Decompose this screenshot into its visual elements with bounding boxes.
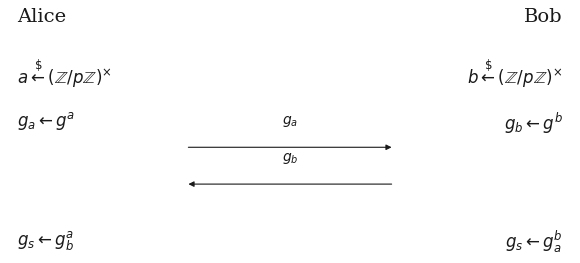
Text: $a \overset{\$}{\leftarrow} (\mathbb{Z}/p\mathbb{Z})^{\times}$: $a \overset{\$}{\leftarrow} (\mathbb{Z}/… bbox=[17, 58, 113, 90]
Text: $g_s \leftarrow g_b^a$: $g_s \leftarrow g_b^a$ bbox=[17, 229, 75, 252]
Text: $g_a \leftarrow g^a$: $g_a \leftarrow g^a$ bbox=[17, 110, 76, 133]
Text: $b \overset{\$}{\leftarrow} (\mathbb{Z}/p\mathbb{Z})^{\times}$: $b \overset{\$}{\leftarrow} (\mathbb{Z}/… bbox=[467, 58, 563, 90]
Text: Alice: Alice bbox=[17, 8, 67, 26]
Text: $g_s \leftarrow g_a^b$: $g_s \leftarrow g_a^b$ bbox=[505, 229, 563, 255]
Text: $g_a$: $g_a$ bbox=[282, 114, 298, 129]
Text: $g_b$: $g_b$ bbox=[282, 151, 298, 166]
Text: $g_b \leftarrow g^b$: $g_b \leftarrow g^b$ bbox=[503, 110, 563, 136]
Text: Bob: Bob bbox=[524, 8, 563, 26]
